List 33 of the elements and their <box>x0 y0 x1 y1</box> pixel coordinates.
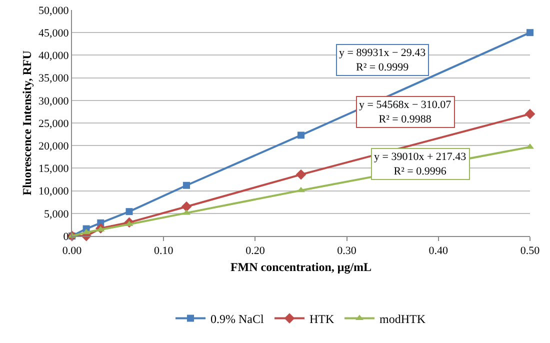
x-tick-label: 0.20 <box>246 245 266 258</box>
x-tick-label: 0.50 <box>520 245 540 258</box>
x-axis-title: FMN concentration, μg/mL <box>230 260 372 274</box>
y-tick-label: 5,000 <box>44 208 70 220</box>
point <box>524 108 536 120</box>
y-tick-label: 35,000 <box>38 72 70 85</box>
legend-label: modHTK <box>379 312 426 326</box>
y-tick-label: 0 <box>63 230 70 243</box>
y-tick-label: 45,000 <box>38 27 70 40</box>
y-tick-label: 25,000 <box>38 118 70 130</box>
point <box>183 182 190 189</box>
legend-label: 0.9% NaCl <box>210 312 264 326</box>
y-tick-label: 15,000 <box>38 163 70 176</box>
y-tick-label: 20,000 <box>38 140 70 152</box>
x-tick-label: 0.10 <box>154 245 174 258</box>
x-tick-label: 0.30 <box>337 245 357 258</box>
y-tick-label: 40,000 <box>38 50 70 62</box>
point <box>181 201 192 212</box>
y-tick-label: 30,000 <box>38 95 70 108</box>
point <box>82 228 90 234</box>
annotation: y = 89931x − 29.43 R² = 0.9999 <box>339 47 426 74</box>
y-tick-label: 50,000 <box>38 4 70 17</box>
y-axis-title: Fluorescence Intensity, RFU <box>20 50 34 196</box>
point <box>298 132 304 139</box>
annotation: y = 54568x − 310.07 R² = 0.9988 <box>359 99 452 126</box>
y-tick-label: 10,000 <box>38 186 70 198</box>
legend-label: HTK <box>309 312 334 326</box>
annotation: y = 39010x + 217.43 R² = 0.9996 <box>374 151 467 178</box>
x-tick-label: 0.00 <box>62 245 82 258</box>
x-tick-label: 0.40 <box>428 245 449 258</box>
point <box>126 208 133 216</box>
point <box>526 29 534 36</box>
point <box>296 169 306 180</box>
